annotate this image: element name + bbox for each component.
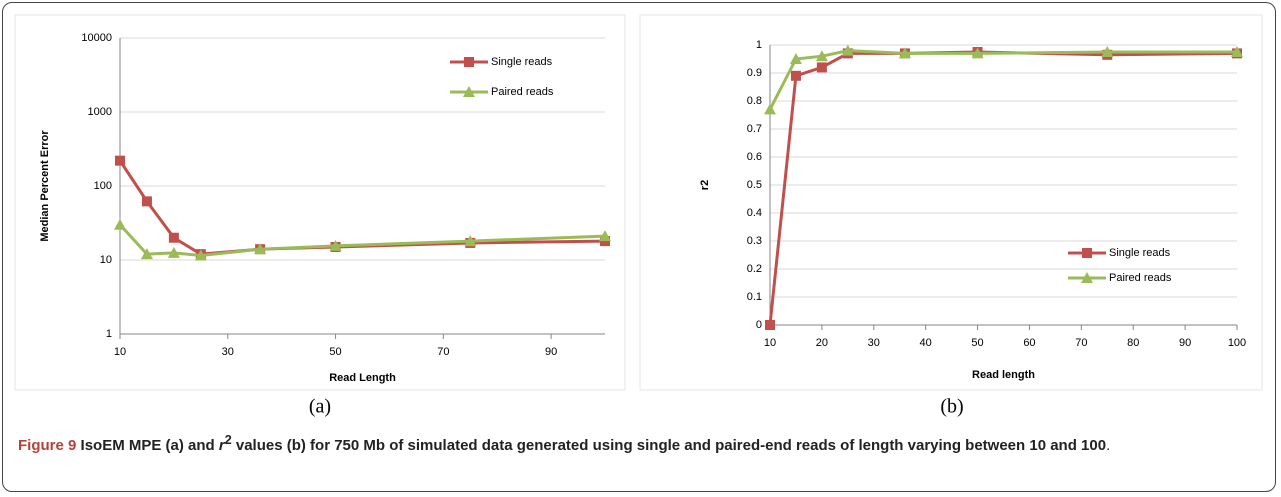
y-axis-title: r2 [699, 180, 711, 190]
caption-superscript: 2 [224, 433, 232, 447]
series-line [118, 223, 606, 258]
legend-marker [1082, 248, 1092, 258]
y-tick-label: 1 [106, 328, 112, 340]
y-tick-label: 0.3 [747, 235, 762, 247]
x-tick-label: 20 [816, 337, 828, 349]
marker [898, 47, 911, 59]
y-tick-label: 0.1 [747, 291, 762, 303]
y-tick-label: 0.7 [747, 123, 762, 135]
marker [114, 218, 126, 230]
legend-label: Paired reads [1109, 272, 1172, 284]
y-tick-label: 0.8 [747, 95, 762, 107]
x-axis-title: Read length [972, 369, 1035, 381]
y-tick-label: 1 [756, 39, 762, 51]
marker [141, 196, 152, 207]
y-tick-label: 0.9 [747, 67, 762, 79]
x-tick-label: 90 [1179, 337, 1191, 349]
marker [1101, 46, 1114, 57]
legend-marker [464, 57, 474, 67]
marker [115, 155, 125, 166]
x-tick-label: 50 [971, 337, 983, 349]
caption-symbol: r [218, 437, 225, 454]
y-tick-label: 0.6 [747, 151, 762, 163]
series-line [768, 50, 1238, 326]
marker [815, 50, 828, 62]
legend-marker [463, 86, 475, 97]
x-tick-label: 10 [114, 346, 126, 358]
x-tick-label: 70 [437, 346, 449, 358]
y-tick-label: 0 [756, 319, 762, 331]
panel-a-frame [14, 14, 626, 391]
legend-label: Single reads [491, 56, 553, 68]
caption-end: . [1106, 437, 1111, 454]
x-tick-label: 10 [764, 337, 776, 349]
marker [464, 235, 477, 247]
x-tick-label: 30 [222, 346, 234, 358]
panel-label: (b) [940, 396, 963, 418]
x-tick-label: 70 [1075, 337, 1087, 349]
x-tick-label: 90 [545, 346, 557, 358]
marker [765, 320, 775, 330]
legend-marker [1081, 272, 1093, 283]
caption-label: Figure 9 [18, 437, 77, 454]
x-tick-label: 40 [920, 337, 932, 349]
marker [841, 44, 854, 56]
panel-b-frame [639, 14, 1263, 391]
marker [168, 232, 179, 243]
marker [599, 230, 611, 242]
y-tick-label: 1000 [88, 106, 112, 118]
y-tick-label: 0.2 [747, 263, 762, 275]
marker [329, 239, 342, 251]
caption-text: values (b) for 750 Mb of simulated data … [231, 437, 1107, 454]
y-tick-label: 0.4 [747, 207, 762, 219]
legend-label: Paired reads [491, 86, 554, 98]
marker [140, 248, 153, 260]
x-tick-label: 50 [329, 346, 341, 358]
marker [816, 62, 827, 73]
marker [254, 243, 267, 255]
y-tick-label: 10 [100, 254, 112, 266]
y-tick-label: 10000 [81, 32, 112, 44]
caption: Figure 9 IsoEM MPE (a) and r2 values (b)… [18, 428, 1263, 458]
panel-label: (a) [309, 396, 331, 418]
marker [789, 53, 802, 64]
series-line [768, 49, 1237, 111]
marker [194, 249, 207, 261]
legend-label: Single reads [1109, 247, 1171, 259]
y-tick-label: 100 [94, 180, 112, 192]
marker [764, 103, 776, 115]
x-tick-label: 100 [1228, 337, 1246, 349]
caption-text: IsoEM MPE (a) and [80, 437, 219, 454]
x-tick-label: 60 [1023, 337, 1035, 349]
x-tick-label: 30 [868, 337, 880, 349]
marker [971, 47, 984, 59]
marker [1231, 46, 1243, 57]
y-axis-title: Median Percent Error [39, 130, 51, 242]
marker [167, 246, 180, 258]
x-axis-title: Read Length [329, 372, 396, 384]
y-tick-label: 0.5 [747, 179, 762, 191]
x-tick-label: 80 [1127, 337, 1139, 349]
marker [790, 70, 801, 81]
